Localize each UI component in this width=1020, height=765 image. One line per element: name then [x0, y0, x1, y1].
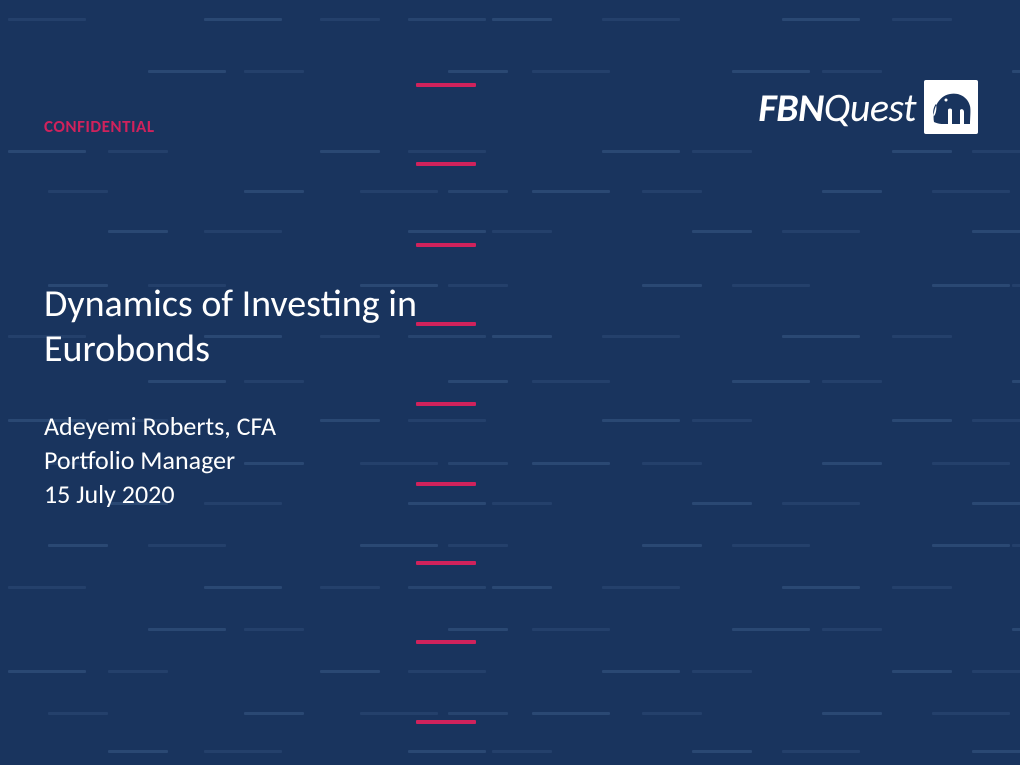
logo-text-light: Quest	[824, 83, 916, 132]
slide-date: 15 July 2020	[44, 478, 276, 512]
confidential-label: CONFIDENTIAL	[44, 116, 155, 137]
slide-title: Dynamics of Investing in Eurobonds	[44, 282, 474, 372]
elephant-icon	[924, 80, 978, 134]
logo-text-bold: FBN	[758, 83, 824, 132]
author-role: Portfolio Manager	[44, 444, 276, 478]
author-name: Adeyemi Roberts, CFA	[44, 410, 276, 444]
slide-title-page: CONFIDENTIAL FBNQuest Dynamics of Invest…	[0, 0, 1020, 765]
logo-text: FBNQuest	[758, 83, 916, 132]
author-block: Adeyemi Roberts, CFA Portfolio Manager 1…	[44, 410, 276, 511]
brand-logo: FBNQuest	[678, 78, 978, 136]
